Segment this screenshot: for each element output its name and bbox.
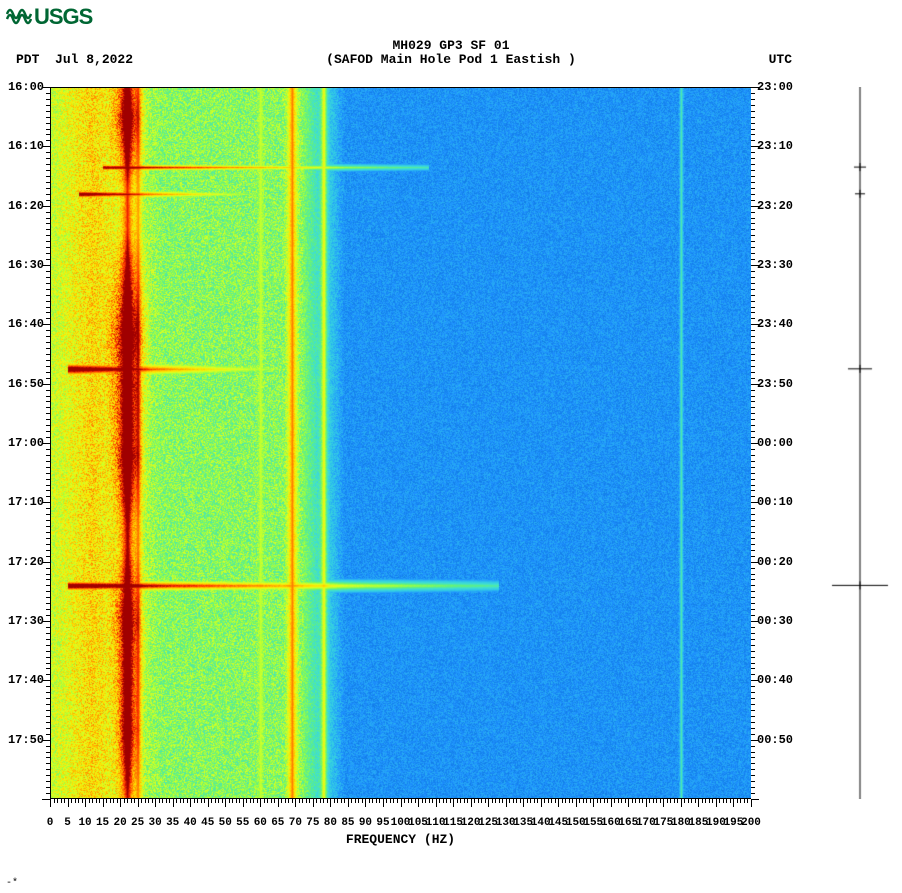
- xtick-label: 65: [271, 817, 284, 829]
- ytick-left-label: 17:00: [8, 436, 44, 450]
- xtick-label: 35: [166, 817, 179, 829]
- footer-mark: -*: [6, 878, 18, 889]
- xtick-label: 90: [359, 817, 372, 829]
- xtick-label: 70: [289, 817, 302, 829]
- amplitude-trace: [830, 87, 890, 799]
- ytick-right-label: 00:00: [757, 436, 793, 450]
- usgs-logo-text: USGS: [34, 4, 92, 29]
- ytick-left-label: 17:10: [8, 495, 44, 509]
- xtick-label: 20: [113, 817, 126, 829]
- xtick-label: 55: [236, 817, 249, 829]
- xtick-label: 45: [201, 817, 214, 829]
- left-tz-date: PDT Jul 8,2022: [16, 52, 133, 67]
- ytick-left-label: 17:30: [8, 614, 44, 628]
- xtick-label: 60: [254, 817, 267, 829]
- ytick-left-label: 17:20: [8, 555, 44, 569]
- right-tz: UTC: [769, 52, 792, 67]
- xtick-label: 200: [741, 817, 761, 829]
- ytick-right-label: 23:20: [757, 199, 793, 213]
- ytick-right-label: 23:50: [757, 377, 793, 391]
- ytick-right-label: 00:50: [757, 733, 793, 747]
- ytick-left-label: 16:00: [8, 80, 44, 94]
- ytick-right-label: 23:30: [757, 258, 793, 272]
- usgs-logo: USGS: [6, 4, 92, 31]
- ytick-left-label: 16:10: [8, 139, 44, 153]
- ytick-left-label: 16:50: [8, 377, 44, 391]
- xtick-label: 25: [131, 817, 144, 829]
- xtick-label: 95: [376, 817, 389, 829]
- x-axis-title: FREQUENCY (HZ): [50, 832, 751, 847]
- ytick-right-label: 00:10: [757, 495, 793, 509]
- ytick-right-label: 00:30: [757, 614, 793, 628]
- ytick-right-label: 00:40: [757, 673, 793, 687]
- ytick-left-label: 16:30: [8, 258, 44, 272]
- left-tz: PDT: [16, 52, 39, 67]
- xtick-label: 5: [64, 817, 71, 829]
- usgs-wave-icon: [6, 5, 32, 31]
- xtick-label: 30: [149, 817, 162, 829]
- header-date: Jul 8,2022: [55, 52, 133, 67]
- xtick-label: 80: [324, 817, 337, 829]
- ytick-left-label: 16:40: [8, 317, 44, 331]
- spectrogram-plot: [50, 87, 751, 799]
- ytick-left-label: 17:50: [8, 733, 44, 747]
- ytick-left-label: 17:40: [8, 673, 44, 687]
- plot-title: MH029 GP3 SF 01: [0, 38, 902, 53]
- xtick-label: 10: [78, 817, 91, 829]
- xtick-label: 0: [47, 817, 54, 829]
- ytick-right-label: 23:10: [757, 139, 793, 153]
- xtick-label: 15: [96, 817, 109, 829]
- y-axis-right: 23:0023:1023:2023:3023:4023:5000:0000:10…: [751, 87, 801, 799]
- xtick-label: 75: [306, 817, 319, 829]
- xtick-label: 85: [341, 817, 354, 829]
- y-axis-left: 16:0016:1016:2016:3016:4016:5017:0017:10…: [0, 87, 50, 799]
- ytick-right-label: 23:40: [757, 317, 793, 331]
- spectrogram-canvas: [50, 87, 751, 799]
- xtick-label: 50: [219, 817, 232, 829]
- ytick-right-label: 23:00: [757, 80, 793, 94]
- xtick-label: 40: [184, 817, 197, 829]
- ytick-left-label: 16:20: [8, 199, 44, 213]
- amplitude-canvas: [830, 87, 890, 799]
- plot-subtitle: (SAFOD Main Hole Pod 1 Eastish ): [0, 52, 902, 67]
- ytick-right-label: 00:20: [757, 555, 793, 569]
